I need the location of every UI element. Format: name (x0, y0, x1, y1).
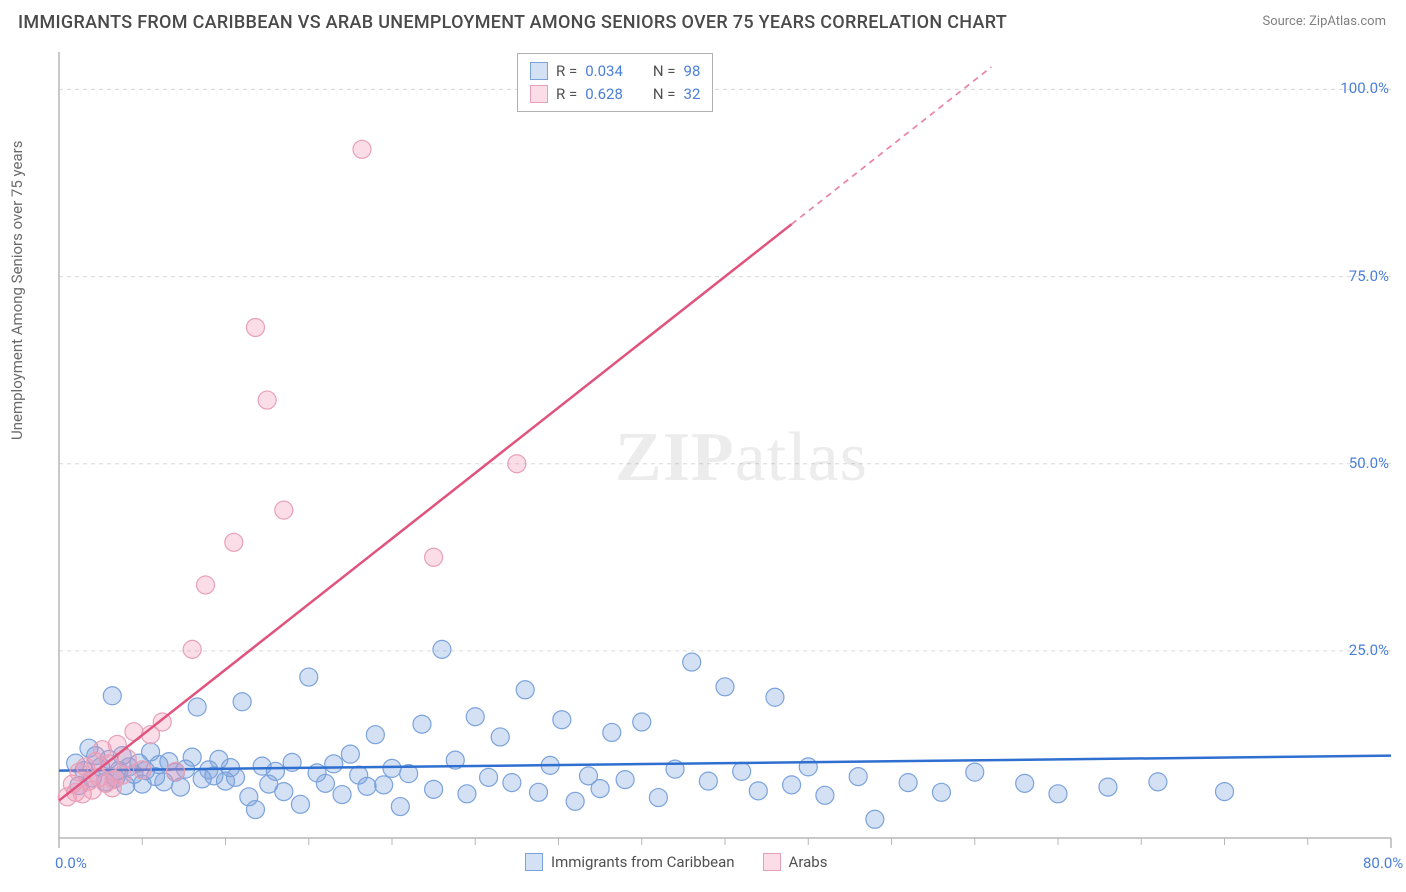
y-tick-label: 25.0% (1349, 641, 1389, 659)
legend-series-item: Arabs (763, 853, 828, 871)
legend-swatch (763, 853, 781, 871)
y-tick-label: 75.0% (1349, 267, 1389, 285)
x-tick-label: 80.0% (1363, 854, 1403, 872)
legend-n-label: N = (653, 83, 676, 106)
legend-series-label: Immigrants from Caribbean (551, 853, 735, 871)
y-axis-label: Unemployment Among Seniors over 75 years (8, 141, 26, 440)
legend-n-value: 32 (684, 83, 701, 106)
legend-n-label: N = (653, 60, 676, 83)
legend-stat-row: R = 0.034 N = 98 (530, 60, 700, 83)
legend-swatch (530, 85, 548, 103)
x-tick-label: 0.0% (55, 854, 87, 872)
y-tick-label: 50.0% (1349, 454, 1389, 472)
legend-swatch (530, 62, 548, 80)
legend-r-value: 0.628 (585, 83, 623, 106)
y-tick-label: 100.0% (1340, 79, 1389, 97)
legend-swatch (525, 853, 543, 871)
legend-r-value: 0.034 (585, 60, 623, 83)
legend-series: Immigrants from Caribbean Arabs (525, 853, 827, 871)
legend-n-value: 98 (684, 60, 701, 83)
legend-series-label: Arabs (789, 853, 828, 871)
legend-series-item: Immigrants from Caribbean (525, 853, 735, 871)
legend-stat-row: R = 0.628 N = 32 (530, 83, 700, 106)
chart-title: IMMIGRANTS FROM CARIBBEAN VS ARAB UNEMPL… (18, 12, 1007, 33)
source-attribution: Source: ZipAtlas.com (1262, 14, 1386, 29)
legend-r-label: R = (556, 60, 577, 83)
legend-r-label: R = (556, 83, 577, 106)
chart-plot-area: ZIPatlas R =0.034N =98R =0.628N =32 Immi… (55, 48, 1395, 838)
legend-stats-box: R = 0.034 N = 98 R = 0.628 N = 32 (517, 53, 713, 112)
chart-svg (55, 48, 1395, 878)
